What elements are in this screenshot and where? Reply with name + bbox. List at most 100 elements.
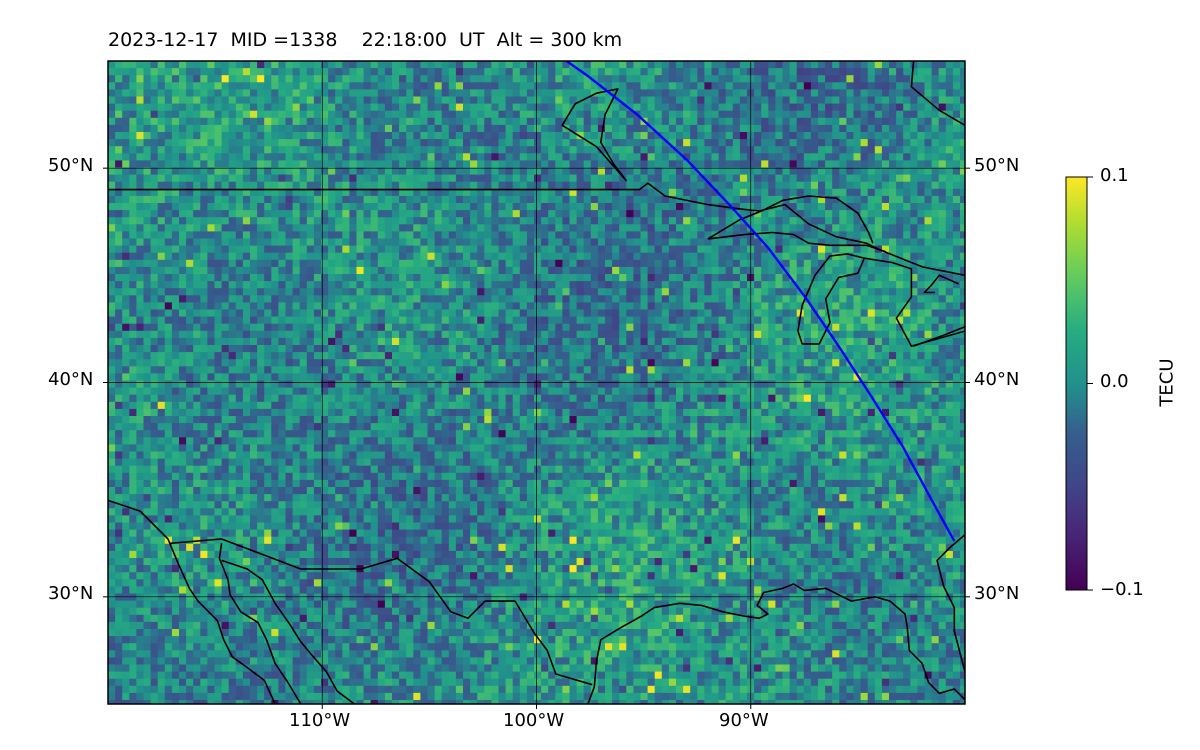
- tec-cell: [683, 288, 691, 296]
- tec-cell: [853, 132, 862, 140]
- tec-cell: [129, 337, 137, 346]
- tec-cell: [207, 82, 215, 90]
- tec-cell: [754, 195, 762, 204]
- tec-cell: [860, 295, 869, 303]
- tec-cell: [910, 139, 918, 147]
- tec-cell: [867, 224, 876, 232]
- tec-cell: [938, 110, 947, 119]
- tec-cell: [498, 203, 507, 211]
- tec-cell: [881, 188, 890, 197]
- tec-cell: [477, 82, 485, 90]
- tec-cell: [676, 174, 684, 183]
- tec-cell: [399, 288, 407, 296]
- tec-cell: [299, 110, 308, 119]
- tec-cell: [399, 117, 407, 126]
- tec-cell: [434, 302, 443, 310]
- tec-cell: [626, 224, 634, 232]
- tec-cell: [179, 146, 187, 154]
- tec-cell: [725, 224, 734, 232]
- tec-cell: [455, 117, 464, 126]
- tec-cell: [597, 217, 606, 225]
- tec-cell: [690, 302, 698, 310]
- tec-cell: [725, 231, 734, 239]
- tec-cell: [328, 288, 336, 296]
- tec-cell: [825, 82, 833, 90]
- tec-cell: [377, 103, 386, 112]
- tec-cell: [881, 309, 890, 318]
- tec-cell: [519, 89, 528, 97]
- tec-cell: [534, 110, 542, 119]
- tec-cell: [718, 103, 727, 112]
- tec-cell: [960, 337, 965, 346]
- tec-cell: [477, 316, 485, 325]
- tec-cell: [171, 259, 180, 268]
- tec-cell: [484, 259, 492, 268]
- tec-cell: [434, 153, 443, 161]
- tec-cell: [399, 316, 407, 325]
- tec-cell: [803, 160, 812, 168]
- tec-cell: [399, 259, 407, 268]
- tec-cell: [193, 89, 201, 97]
- tec-cell: [214, 188, 223, 197]
- tec-cell: [803, 132, 812, 140]
- tec-cell: [697, 309, 705, 318]
- tec-cell: [810, 89, 819, 97]
- tec-cell: [810, 110, 819, 119]
- tec-cell: [363, 153, 372, 161]
- tec-cell: [619, 224, 627, 232]
- tec-cell: [455, 316, 464, 325]
- tec-cell: [356, 309, 365, 318]
- tec-cell: [690, 75, 698, 83]
- tec-cell: [136, 245, 144, 254]
- tec-cell: [931, 139, 940, 147]
- tec-cell: [470, 210, 478, 218]
- tec-cell: [207, 266, 215, 275]
- tec-cell: [179, 61, 187, 69]
- tec-cell: [413, 259, 421, 268]
- tec-cell: [377, 174, 386, 183]
- tec-cell: [299, 146, 308, 154]
- tec-cell: [860, 259, 869, 268]
- tec-cell: [597, 103, 606, 112]
- tec-cell: [548, 330, 556, 339]
- tec-cell: [910, 68, 918, 76]
- tec-cell: [257, 295, 265, 303]
- tec-cell: [626, 75, 634, 83]
- tec-cell: [250, 316, 258, 325]
- tec-cell: [867, 174, 876, 183]
- tec-cell: [704, 89, 712, 97]
- tec-cell: [420, 167, 428, 176]
- tec-cell: [108, 68, 116, 76]
- tec-cell: [335, 323, 343, 332]
- tec-cell: [732, 61, 741, 69]
- tec-cell: [299, 210, 308, 218]
- tec-cell: [782, 252, 791, 261]
- tec-cell: [711, 203, 720, 211]
- tec-cell: [782, 295, 791, 303]
- tec-cell: [108, 146, 116, 154]
- tec-cell: [775, 274, 783, 282]
- tec-cell: [683, 302, 691, 310]
- tec-cell: [143, 75, 152, 83]
- tec-cell: [548, 89, 556, 97]
- tec-cell: [718, 68, 727, 76]
- tec-cell: [448, 181, 457, 190]
- tec-cell: [413, 160, 421, 168]
- tec-cell: [562, 266, 570, 275]
- tec-cell: [214, 160, 223, 168]
- tec-cell: [413, 210, 421, 218]
- tec-cell: [455, 330, 464, 339]
- tec-cell: [654, 160, 663, 168]
- tec-cell: [143, 274, 152, 282]
- tec-cell: [420, 245, 428, 254]
- tec-cell: [427, 75, 436, 83]
- tec-cell: [896, 288, 904, 296]
- tec-cell: [484, 89, 492, 97]
- tec-cell: [413, 68, 421, 76]
- tec-cell: [186, 110, 194, 119]
- tec-cell: [789, 146, 798, 154]
- tec-cell: [931, 132, 940, 140]
- tec-cell: [633, 139, 641, 147]
- tec-cell: [129, 89, 137, 97]
- tec-cell: [782, 210, 791, 218]
